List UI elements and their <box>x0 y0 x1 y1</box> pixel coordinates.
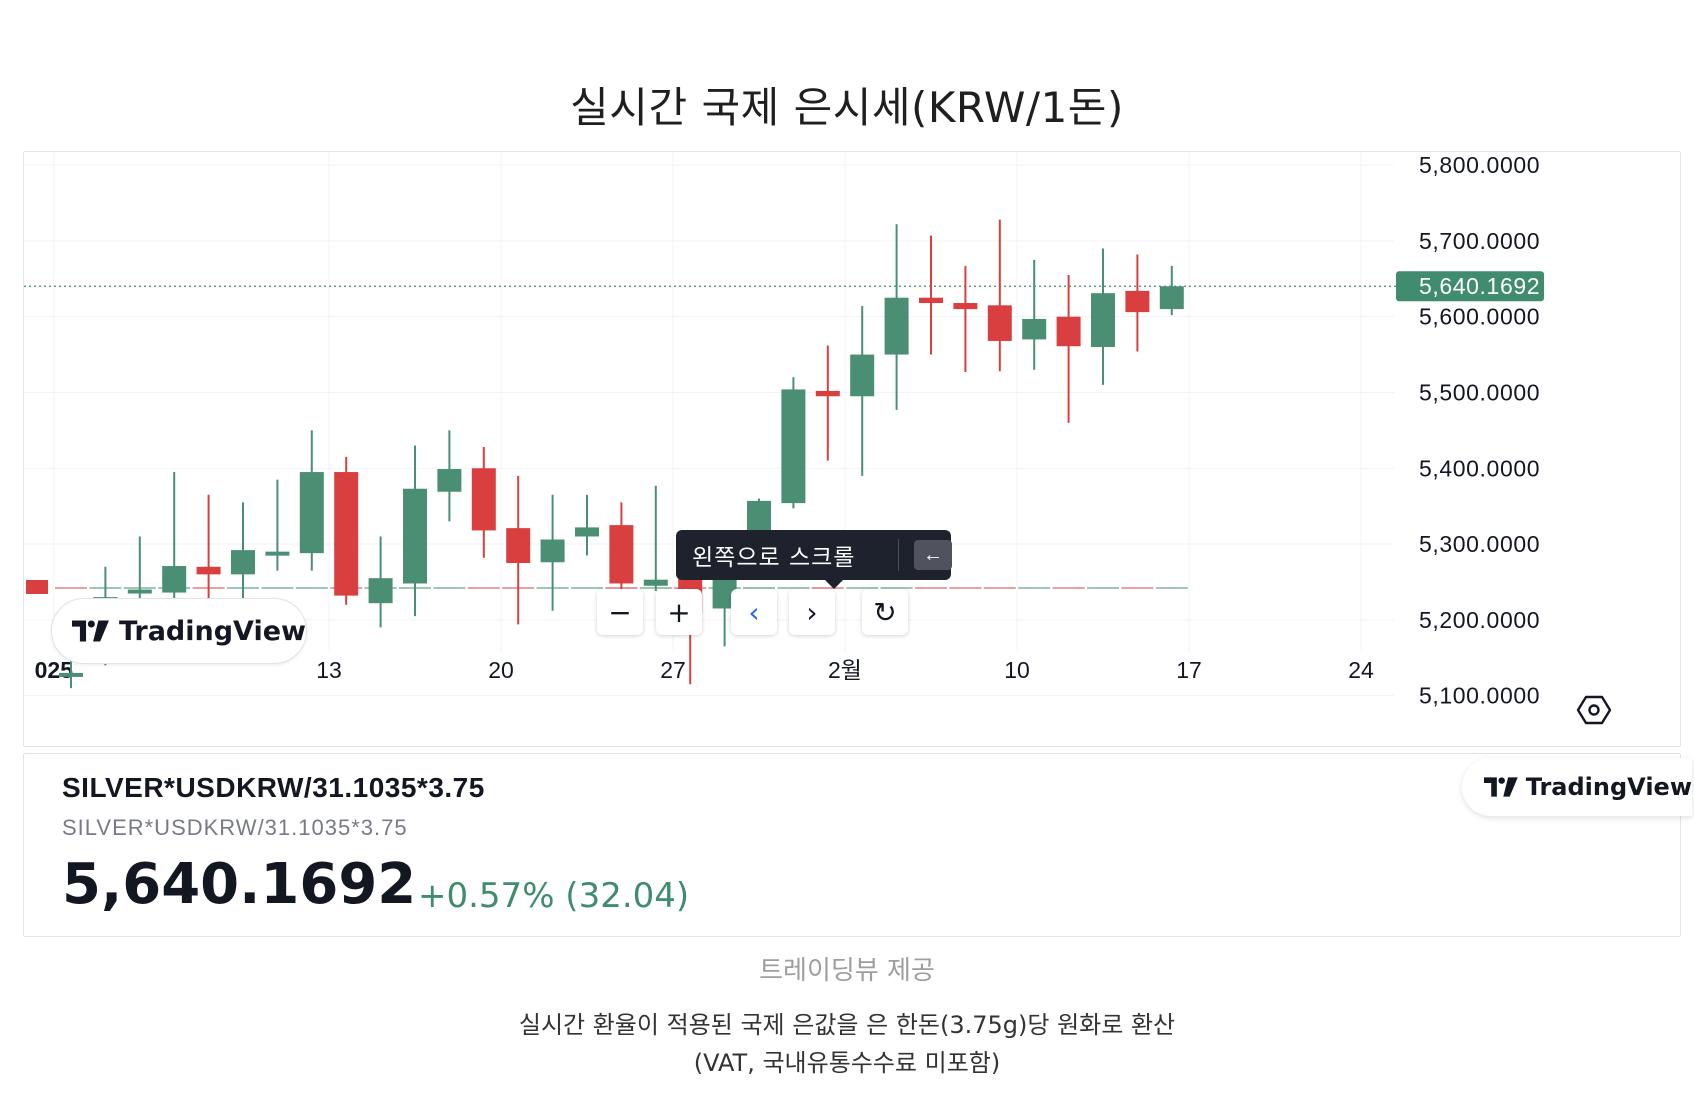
reset-button[interactable]: ↻ <box>862 589 908 635</box>
scroll-left-tooltip: 왼쪽으로 스크롤 ← <box>676 530 952 580</box>
chart-widget[interactable]: 5,100.0000 5,200.0000 5,300.0000 5,400.0000… <box>23 151 1681 747</box>
candle-body <box>850 354 875 397</box>
candle-body <box>299 472 324 554</box>
settings-hexagon-icon[interactable] <box>1576 692 1612 728</box>
x-tick-label: 025 <box>35 657 74 683</box>
y-tick-label: 5,100.0000 <box>1419 683 1540 709</box>
candle-body <box>334 472 359 596</box>
candlestick-chart[interactable]: 5,100.0000 5,200.0000 5,300.0000 5,400.0000… <box>24 152 1680 746</box>
tradingview-logo-text: TradingView <box>1525 773 1692 801</box>
last-price-label-bg <box>1396 271 1544 302</box>
candle-body <box>815 390 840 397</box>
x-tick-label: 10 <box>1004 657 1030 683</box>
y-tick-label: 5,800.0000 <box>1419 152 1540 178</box>
tradingview-logo-text: TradingView <box>118 615 306 647</box>
y-tick-label: 5,600.0000 <box>1419 304 1540 330</box>
tradingview-brand-link[interactable]: TradingView <box>1462 758 1692 816</box>
provided-by-text: 트레이딩뷰 제공 <box>759 956 935 986</box>
y-tick-label: 5,700.0000 <box>1419 228 1540 254</box>
page-title: 실시간 국제 은시세(KRW/1돈) <box>570 83 1124 132</box>
tradingview-logo-icon <box>1484 777 1518 797</box>
y-tick-label: 5,300.0000 <box>1419 531 1540 557</box>
candle-body <box>609 525 634 584</box>
y-tick-label: 5,500.0000 <box>1419 379 1540 405</box>
scroll-left-button[interactable]: ‹ <box>731 589 777 635</box>
last-price-label: 5,640.1692 <box>1419 273 1540 299</box>
candle-body <box>196 566 221 575</box>
candle-body <box>953 303 978 310</box>
candle-body <box>162 566 187 593</box>
vat-note: (VAT, 국내유통수수료 미포함) <box>693 1049 1001 1077</box>
scroll-right-button[interactable]: › <box>789 589 835 635</box>
candle-body <box>1091 293 1115 347</box>
x-tick-label: 2월 <box>828 657 862 683</box>
tradingview-logo-badge[interactable]: TradingView <box>51 598 307 664</box>
y-tick-label: 5,200.0000 <box>1419 607 1540 633</box>
zoom-out-button[interactable]: − <box>597 589 643 635</box>
candle-body <box>1159 286 1184 310</box>
candle-body <box>403 488 427 584</box>
volume-bar-partial <box>26 580 48 594</box>
candle-body <box>471 468 496 531</box>
x-tick-label: 20 <box>488 657 514 683</box>
candle-body <box>127 589 152 594</box>
candle-body <box>368 578 393 604</box>
candle-body <box>884 297 909 355</box>
x-tick-label: 13 <box>316 657 342 683</box>
candle-body <box>575 527 599 537</box>
candle-body <box>1022 318 1047 340</box>
last-price: 5,640.1692 <box>62 852 417 917</box>
candle-body <box>1056 316 1081 347</box>
x-tick-label: 24 <box>1348 657 1374 683</box>
x-tick-label: 17 <box>1176 657 1202 683</box>
candle-body <box>987 305 1012 341</box>
candle-body <box>643 579 668 586</box>
candle-body <box>59 672 83 677</box>
candle-body <box>231 550 255 575</box>
candle-body <box>1125 290 1150 313</box>
candle-body <box>540 539 565 563</box>
tooltip-text: 왼쪽으로 스크롤 <box>692 545 856 571</box>
x-tick-label: 27 <box>660 657 686 683</box>
candle-body <box>265 551 290 556</box>
candle-body <box>919 297 943 304</box>
conversion-note: 실시간 환율이 적용된 국제 은값을 은 한돈(3.75g)당 원화로 환산 <box>518 1011 1176 1039</box>
y-tick-label: 5,400.0000 <box>1419 455 1540 481</box>
arrow-left-key-icon: ← <box>914 540 952 570</box>
zoom-in-button[interactable]: + <box>656 589 702 635</box>
symbol-title[interactable]: SILVER*USDKRW/31.1035*3.75 <box>62 772 485 803</box>
tooltip-divider <box>898 539 899 571</box>
tooltip-pointer <box>825 580 843 589</box>
symbol-description: SILVER*USDKRW/31.1035*3.75 <box>62 815 408 840</box>
symbol-info-panel: SILVER*USDKRW/31.1035*3.75 SILVER*USDKRW… <box>23 753 1692 937</box>
candle-body <box>437 469 462 492</box>
candle-body <box>506 528 531 564</box>
candle-body <box>781 389 806 504</box>
price-change: +0.57% (32.04) <box>418 876 690 916</box>
tradingview-logo-icon <box>72 620 109 642</box>
